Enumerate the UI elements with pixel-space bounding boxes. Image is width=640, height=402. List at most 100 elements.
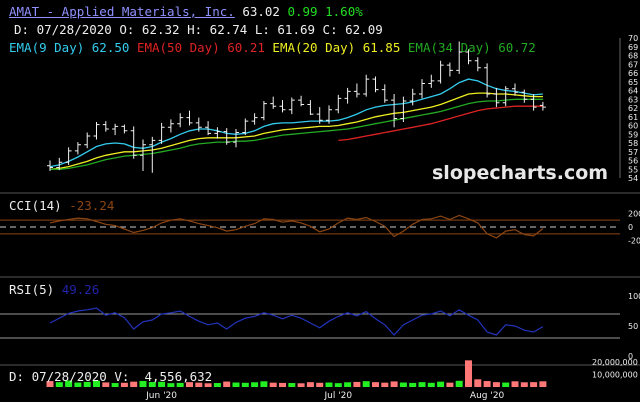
ohlc-bar xyxy=(344,87,351,104)
ohlc-bar xyxy=(186,110,193,126)
ema-line-ema-9-day xyxy=(49,78,543,168)
ohlc-bar xyxy=(195,117,202,132)
price-tick-label: 59 xyxy=(628,130,638,139)
volume-bar xyxy=(260,381,268,387)
volume-bar xyxy=(511,381,519,387)
volume-tick-label: 20,000,000 xyxy=(592,358,638,367)
legend-ema-20: EMA(20 Day) 61.85 xyxy=(272,40,401,55)
ohlc-bar xyxy=(465,49,472,65)
cci-value: -23.24 xyxy=(69,198,115,213)
ohlc-bar xyxy=(279,100,286,113)
ohlc-text: D: 07/28/2020 O: 62.32 H: 62.74 L: 61.69… xyxy=(14,22,383,37)
volume-bar xyxy=(55,382,63,387)
rsi-label: RSI(5) xyxy=(9,282,55,297)
volume-bar xyxy=(195,382,203,387)
volume-bar xyxy=(102,382,110,387)
volume-bar xyxy=(334,383,342,387)
volume-pane: 20,000,000 10,000,000 xyxy=(46,358,638,387)
ohlc-bar xyxy=(140,139,146,171)
ohlc-bar xyxy=(288,97,295,115)
ohlc-bar xyxy=(419,79,425,99)
ohlc-bar xyxy=(391,94,398,128)
volume-bar xyxy=(390,381,398,387)
volume-bar xyxy=(46,381,54,387)
volume-bar xyxy=(139,380,147,387)
volume-bar xyxy=(74,382,82,387)
volume-bar xyxy=(186,382,193,387)
ohlc-bar xyxy=(400,96,407,122)
ohlc-bars xyxy=(47,41,546,173)
price-tick-label: 58 xyxy=(628,139,638,148)
watermark: slopecharts.com xyxy=(432,162,609,184)
volume-bar xyxy=(269,382,277,387)
volume-bar xyxy=(530,382,538,387)
ohlc-bar xyxy=(353,83,360,98)
price-tick-label: 62 xyxy=(628,104,638,113)
volume-bar xyxy=(465,360,472,387)
rsi-legend: RSI(5) 49.26 xyxy=(9,282,99,297)
ohlc-bar xyxy=(74,142,81,155)
volume-bar xyxy=(204,383,212,387)
price-tick-label: 64 xyxy=(628,87,638,96)
volume-bar xyxy=(251,382,259,387)
ohlc-bar xyxy=(112,123,119,136)
volume-bar xyxy=(344,382,352,387)
ohlc-bar xyxy=(446,62,453,77)
rsi-tick-label: 100 xyxy=(628,292,640,301)
volume-bar xyxy=(111,383,119,387)
ohlc-bar xyxy=(260,101,267,121)
ohlc-bar xyxy=(47,160,53,171)
volume-bar xyxy=(483,381,491,387)
volume-tick-label: 10,000,000 xyxy=(592,371,638,380)
month-label: Jul '20 xyxy=(323,391,352,401)
volume-bar xyxy=(437,381,445,387)
cci-legend: CCI(14) -23.24 xyxy=(9,198,114,213)
ohlc-bar xyxy=(437,60,444,84)
ohlc-bar xyxy=(335,94,342,114)
ohlc-bar xyxy=(102,121,109,132)
ohlc-bar xyxy=(409,88,416,106)
volume-bar xyxy=(474,379,482,387)
ohlc-bar xyxy=(251,113,258,125)
volume-bar xyxy=(306,382,314,387)
ohlc-bar xyxy=(474,57,481,72)
ohlc-bar xyxy=(149,136,156,173)
volume-bar xyxy=(176,382,184,387)
price-tick-label: 70 xyxy=(628,34,638,43)
volume-bar xyxy=(130,381,138,387)
ohlc-bar xyxy=(307,100,314,115)
volume-bar xyxy=(520,382,528,387)
ohlc-bar xyxy=(84,132,91,149)
ohlc-bar xyxy=(121,124,128,134)
ohlc-bar xyxy=(233,129,239,148)
rsi-line xyxy=(49,307,544,336)
price-tick-label: 61 xyxy=(628,113,638,122)
volume-bar xyxy=(297,383,305,387)
volume-bar xyxy=(232,382,240,387)
ohlc-bar xyxy=(521,89,528,103)
cci-label: CCI(14) xyxy=(9,198,62,213)
ohlc-bar xyxy=(428,74,435,88)
volume-bar xyxy=(93,380,100,387)
cci-tick-label: -200 xyxy=(628,237,640,246)
ohlc-bar xyxy=(363,74,370,97)
ema-line-ema-34-day xyxy=(50,98,543,170)
price-tick-label: 56 xyxy=(628,157,638,166)
price-tick-label: 63 xyxy=(628,95,638,104)
rsi-tick-label: 50 xyxy=(628,322,638,331)
price-change: 0.99 1.60% xyxy=(287,4,363,19)
volume-bar xyxy=(372,382,379,387)
ema-legend: EMA(9 Day) 62.50 EMA(50 Day) 60.21 EMA(2… xyxy=(9,40,536,55)
cci-line xyxy=(49,214,544,239)
volume-legend: D: 07/28/2020 V: 4,556,632 xyxy=(9,369,212,384)
volume-bar xyxy=(502,382,510,387)
month-label: Aug '20 xyxy=(470,391,505,401)
volume-bar xyxy=(241,382,249,387)
ohlc-bar xyxy=(56,157,63,171)
ticker-name[interactable]: AMAT - Applied Materials, Inc. xyxy=(9,4,235,19)
price-tick-label: 57 xyxy=(628,148,638,157)
ohlc-bar xyxy=(298,95,305,107)
volume-bar xyxy=(158,381,166,387)
ohlc-bar xyxy=(326,105,332,124)
